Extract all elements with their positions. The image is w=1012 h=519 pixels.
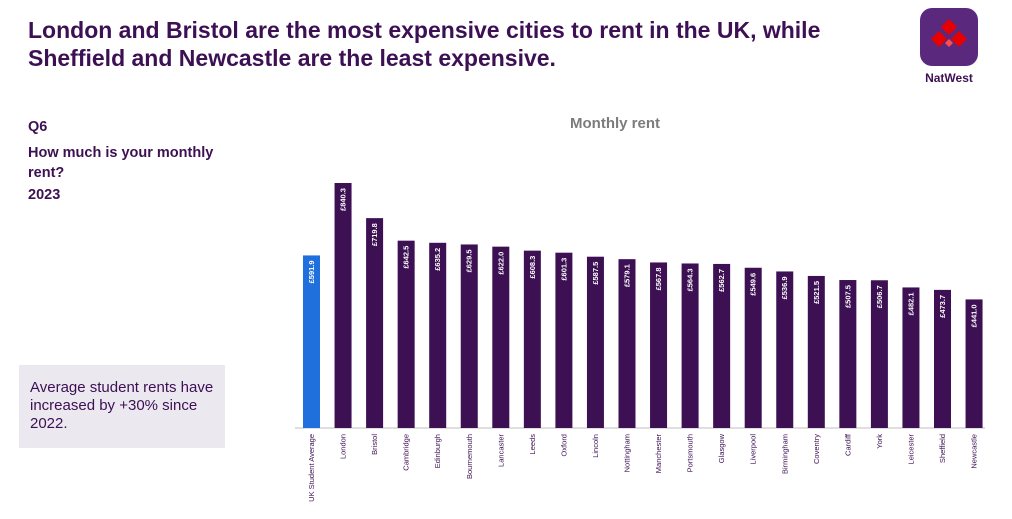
bar-portsmouth — [681, 263, 699, 428]
bar-liverpool — [744, 267, 762, 428]
data-label: £642.5 — [402, 246, 411, 269]
data-label: £622.0 — [496, 252, 505, 275]
x-tick-label: Nottingham — [623, 434, 632, 472]
question-block: Q6 How much is your monthly rent? 2023 — [28, 117, 228, 205]
bar-cardiff — [839, 280, 857, 428]
x-tick-label: Liverpool — [749, 434, 758, 465]
x-tick-label: Bristol — [370, 434, 379, 455]
bar-uk-student-average — [303, 255, 320, 428]
data-label: £591.9 — [307, 260, 316, 283]
x-tick-label: Glasgow — [717, 433, 726, 463]
data-label: £521.5 — [812, 281, 821, 304]
x-tick-label: Manchester — [654, 434, 663, 474]
x-tick-label: Edinburgh — [433, 434, 442, 468]
bar-bournemouth — [460, 244, 478, 428]
data-label: £506.7 — [875, 285, 884, 308]
data-label: £601.3 — [559, 258, 568, 281]
x-tick-label: Portsmouth — [686, 434, 695, 472]
brand-logo: NatWest — [914, 8, 984, 85]
question-id: Q6 — [28, 119, 48, 135]
data-label: £608.3 — [528, 256, 537, 279]
x-tick-label: York — [875, 434, 884, 449]
x-tick-label: Lancaster — [496, 433, 505, 466]
data-label: £507.5 — [843, 285, 852, 308]
bar-york — [870, 280, 888, 428]
bar-glasgow — [713, 263, 731, 428]
bar-leicester — [902, 287, 920, 428]
bar-bristol — [366, 218, 384, 428]
x-tick-label: Oxford — [559, 434, 568, 457]
data-label: £549.6 — [749, 273, 758, 296]
data-label: £473.7 — [938, 295, 947, 318]
data-label: £562.7 — [717, 269, 726, 292]
data-label: £564.3 — [686, 268, 695, 291]
bar-london — [334, 183, 352, 428]
x-tick-label: Birmingham — [780, 434, 789, 474]
bar-coventry — [807, 275, 825, 428]
x-tick-label: London — [339, 434, 348, 459]
data-label: £567.8 — [654, 267, 663, 290]
data-label: £840.3 — [339, 188, 348, 211]
note-box: Average student rents have increased by … — [19, 365, 225, 448]
bar-nottingham — [618, 259, 636, 428]
data-label: £482.1 — [906, 292, 915, 315]
page-title: London and Bristol are the most expensiv… — [28, 17, 821, 71]
x-tick-label: Sheffield — [938, 434, 947, 463]
data-label: £719.8 — [370, 223, 379, 246]
chart-title: Monthly rent — [570, 115, 660, 132]
x-tick-label: UK Student Average — [307, 434, 316, 502]
question-year: 2023 — [28, 187, 61, 203]
bar-leeds — [523, 250, 541, 428]
data-label: £579.1 — [623, 264, 632, 287]
x-tick-label: Lincoln — [591, 434, 600, 458]
data-label: £441.0 — [970, 304, 979, 327]
bar-lincoln — [586, 256, 604, 428]
note-text: Average student rents have increased by … — [30, 379, 214, 432]
bar-sheffield — [934, 289, 951, 428]
bar-oxford — [555, 252, 573, 428]
x-tick-label: Cardiff — [843, 433, 852, 456]
bar-newcastle — [965, 299, 983, 428]
x-tick-label: Bournemouth — [465, 434, 474, 479]
data-label: £635.2 — [433, 248, 442, 271]
bar-lancaster — [492, 246, 510, 428]
bar-birmingham — [776, 271, 794, 428]
x-tick-label: Leicester — [906, 434, 915, 465]
bar-cambridge — [397, 240, 415, 428]
data-label: £587.5 — [591, 262, 600, 285]
natwest-logo-icon — [920, 8, 978, 66]
x-tick-label: Newcastle — [970, 434, 979, 469]
brand-name: NatWest — [925, 71, 973, 85]
x-tick-label: Leeds — [528, 434, 537, 455]
bar-edinburgh — [429, 242, 447, 428]
bar-manchester — [650, 262, 668, 428]
data-label: £536.9 — [780, 276, 789, 299]
question-text: How much is your monthly rent? — [28, 145, 214, 181]
x-tick-label: Cambridge — [402, 434, 411, 471]
data-label: £629.5 — [465, 249, 474, 272]
x-tick-label: Coventry — [812, 434, 821, 464]
